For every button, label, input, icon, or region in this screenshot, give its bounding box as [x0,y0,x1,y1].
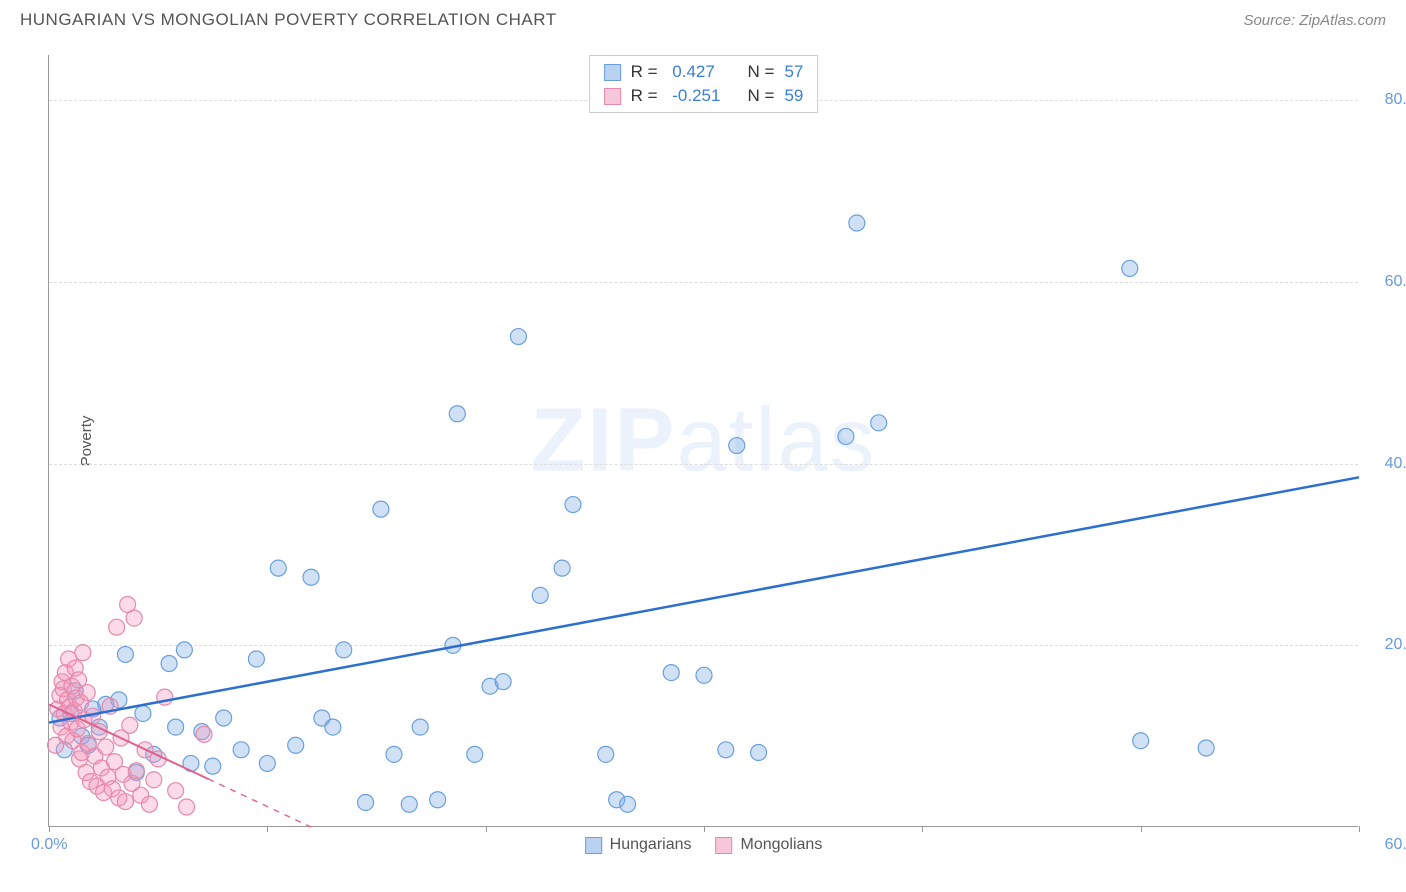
legend-item-label: Hungarians [610,836,692,854]
series-legend: Hungarians Mongolians [585,836,823,854]
data-point [358,794,374,810]
legend-item-label: Mongolians [741,836,823,854]
data-point [1122,260,1138,276]
data-point [248,651,264,667]
data-point [696,667,712,683]
data-point [751,745,767,761]
data-point [122,717,138,733]
legend-item: Hungarians [585,836,692,854]
x-axis-max-label: 60.0% [1385,836,1406,854]
data-point [554,560,570,576]
legend-row: R = 0.427 N = 57 [604,60,804,84]
x-tick [267,826,268,832]
legend-swatch [604,64,621,81]
data-point [168,719,184,735]
data-point [205,758,221,774]
legend-swatch [604,88,621,105]
trend-line-extrapolation [208,779,311,827]
r-value: -0.251 [668,86,730,106]
data-point [467,746,483,762]
data-point [565,497,581,513]
data-point [663,665,679,681]
data-point [430,792,446,808]
r-prefix: R = [631,86,658,106]
n-value: 59 [784,86,803,106]
data-point [270,560,286,576]
data-point [179,799,195,815]
r-value: 0.427 [668,62,730,82]
data-point [128,763,144,779]
x-tick [1359,826,1360,832]
data-point [117,646,133,662]
correlation-legend: R = 0.427 N = 57 R = -0.251 N = 59 [589,55,819,113]
data-point [196,726,212,742]
data-point [510,329,526,345]
data-point [1133,733,1149,749]
legend-swatch [716,837,733,854]
trend-line [49,477,1359,722]
y-tick-label: 40.0% [1385,455,1406,473]
data-point [386,746,402,762]
data-point [161,656,177,672]
data-point [532,587,548,603]
source-attribution: Source: ZipAtlas.com [1243,12,1386,29]
data-point [871,415,887,431]
y-tick-label: 60.0% [1385,273,1406,291]
data-point [849,215,865,231]
data-point [288,737,304,753]
data-point [598,746,614,762]
legend-row: R = -0.251 N = 59 [604,84,804,108]
data-point [620,796,636,812]
legend-swatch [585,837,602,854]
data-point [146,772,162,788]
data-point [729,438,745,454]
legend-item: Mongolians [716,836,823,854]
chart-title: HUNGARIAN VS MONGOLIAN POVERTY CORRELATI… [20,10,557,30]
scatter-svg [49,55,1358,826]
data-point [259,755,275,771]
data-point [141,796,157,812]
data-point [75,645,91,661]
x-tick [704,826,705,832]
data-point [838,428,854,444]
data-point [373,501,389,517]
data-point [216,710,232,726]
data-point [98,739,114,755]
data-point [233,742,249,758]
y-tick-label: 20.0% [1385,636,1406,654]
data-point [336,642,352,658]
data-point [109,619,125,635]
data-point [325,719,341,735]
chart-plot-area: Poverty ZIPatlas 20.0%40.0%60.0%80.0% 0.… [48,55,1358,827]
x-tick [922,826,923,832]
data-point [135,705,151,721]
data-point [412,719,428,735]
data-point [495,674,511,690]
data-point [117,794,133,810]
data-point [176,642,192,658]
data-point [718,742,734,758]
data-point [303,569,319,585]
n-value: 57 [784,62,803,82]
data-point [401,796,417,812]
data-point [449,406,465,422]
data-point [126,610,142,626]
n-prefix: N = [748,86,775,106]
x-tick [49,826,50,832]
data-point [168,783,184,799]
r-prefix: R = [631,62,658,82]
data-point [1198,740,1214,756]
x-tick [486,826,487,832]
y-tick-label: 80.0% [1385,91,1406,109]
x-tick [1141,826,1142,832]
x-axis-min-label: 0.0% [31,836,67,854]
n-prefix: N = [748,62,775,82]
data-point [79,685,95,701]
